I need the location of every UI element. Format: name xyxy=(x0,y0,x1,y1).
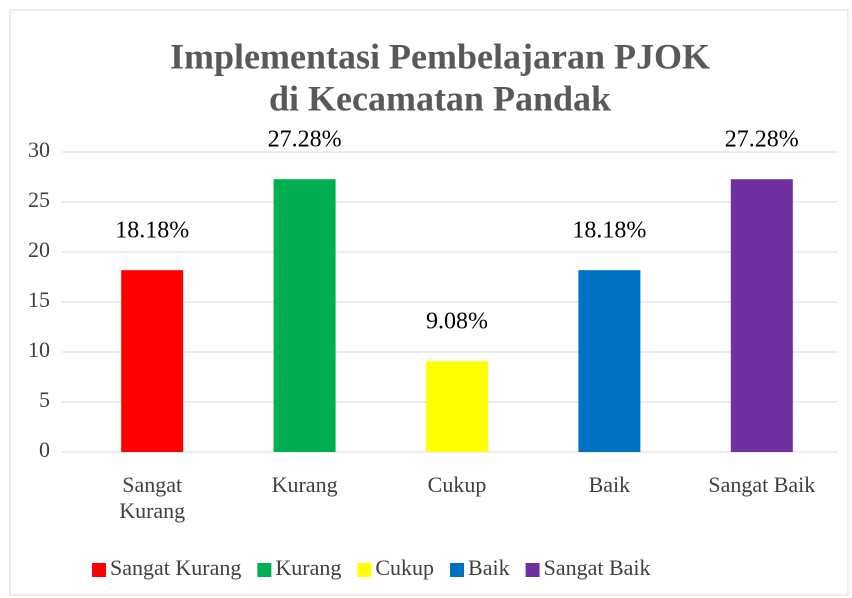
y-tick-label: 30 xyxy=(28,137,50,162)
legend-label: Cukup xyxy=(375,555,434,580)
y-tick-label: 25 xyxy=(28,187,50,212)
bar xyxy=(121,270,184,452)
legend-swatch xyxy=(92,563,106,577)
legend-label: Kurang xyxy=(275,555,341,580)
x-tick-label: Kurang xyxy=(271,472,338,497)
chart-title: Implementasi Pembelajaran PJOK xyxy=(170,36,710,76)
data-label: 18.18% xyxy=(572,218,646,244)
legend-swatch xyxy=(450,563,465,577)
x-tick-label: Sangat Baik xyxy=(708,472,816,497)
legend-swatch xyxy=(525,563,540,577)
x-tick-label: Cukup xyxy=(427,472,487,497)
data-label: 27.28% xyxy=(725,127,799,153)
chart-title: di Kecamatan Pandak xyxy=(269,78,611,118)
legend-swatch xyxy=(357,563,372,577)
y-tick-label: 10 xyxy=(28,337,50,362)
data-label: 9.08% xyxy=(426,309,488,335)
y-tick-label: 5 xyxy=(39,387,50,412)
y-tick-label: 20 xyxy=(28,237,50,262)
legend-swatch xyxy=(257,563,272,577)
bar xyxy=(730,179,793,452)
x-tick-label: Baik xyxy=(588,472,631,497)
legend-label: Sangat Baik xyxy=(544,555,651,580)
x-tick-label: Sangat Kurang xyxy=(119,472,186,523)
bar xyxy=(426,361,488,452)
data-label: 18.18% xyxy=(115,218,189,244)
data-label: 27.28% xyxy=(268,127,342,153)
bar xyxy=(273,179,336,452)
legend-label: Sangat Kurang xyxy=(110,555,241,580)
legend-label: Baik xyxy=(468,555,510,580)
bar xyxy=(578,270,641,452)
y-tick-label: 15 xyxy=(28,287,50,312)
y-tick-label: 0 xyxy=(39,437,50,462)
